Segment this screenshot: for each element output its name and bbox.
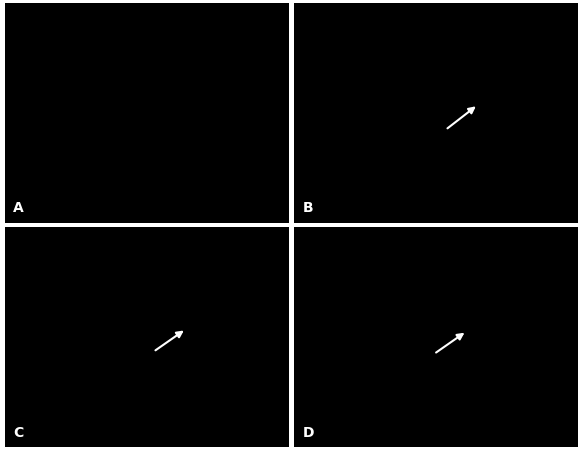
Text: A: A bbox=[13, 201, 24, 215]
Text: B: B bbox=[303, 201, 313, 215]
Text: D: D bbox=[303, 425, 314, 438]
Text: C: C bbox=[13, 425, 23, 438]
